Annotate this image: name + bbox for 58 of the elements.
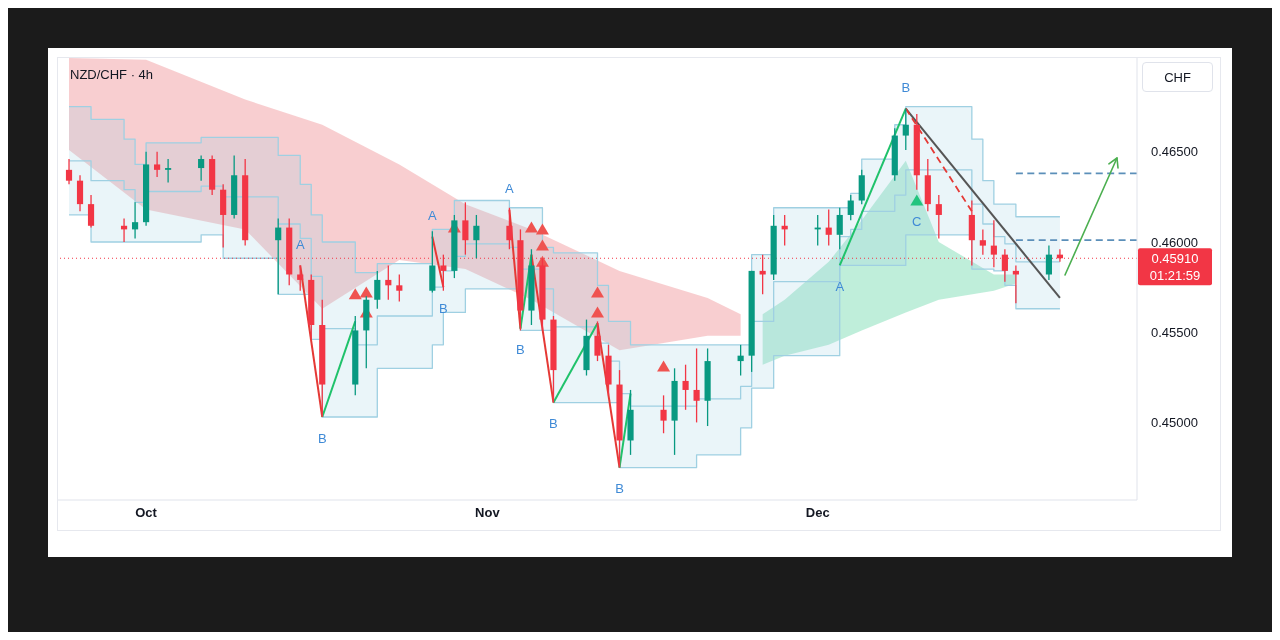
candlestick (847, 194, 854, 222)
annotation: B (901, 80, 911, 96)
annotation: B (516, 342, 525, 358)
candlestick (462, 201, 469, 256)
candlestick (594, 320, 601, 362)
point (348, 288, 362, 300)
annotation: A (505, 181, 515, 197)
annotation: B (549, 416, 558, 432)
point (535, 239, 549, 251)
candlestick (825, 208, 832, 247)
candlestick (1045, 244, 1052, 281)
point (591, 306, 604, 318)
candlestick (374, 270, 381, 310)
candlestick (682, 364, 689, 411)
point (591, 286, 604, 298)
y-axis-title: CHF (1142, 62, 1213, 92)
candlestick (385, 264, 392, 301)
y-tick-label: 0.46000 (1151, 234, 1198, 250)
y-tick-label: 0.45500 (1151, 324, 1198, 340)
candlestick (902, 107, 909, 151)
text: NZD/CHF · 4h (70, 67, 154, 82)
candlestick (154, 151, 161, 178)
point (524, 221, 538, 233)
point (535, 223, 549, 235)
candlestick (935, 194, 942, 240)
candlestick (473, 214, 480, 259)
candlestick (65, 158, 73, 185)
annotation: A (295, 236, 305, 252)
candlestick (693, 347, 700, 424)
point (910, 194, 924, 206)
candlestick (275, 217, 282, 295)
candlestick (165, 158, 172, 184)
x-tick-label: Nov (475, 505, 501, 521)
point (657, 360, 671, 372)
candlestick (76, 174, 84, 212)
y-tick-label: 0.45000 (1151, 415, 1198, 431)
text: 01:21:59 (1149, 267, 1201, 283)
candlestick (87, 194, 95, 229)
candlestick (198, 154, 205, 182)
x-tick-label: Dec (805, 505, 830, 521)
annotation: C (912, 214, 922, 230)
annotation: A (428, 208, 438, 224)
candlestick (506, 207, 513, 250)
candlestick (836, 207, 843, 250)
y-tick-label: 0.46500 (1151, 144, 1198, 160)
annotation: A (835, 278, 845, 294)
point (359, 286, 373, 298)
ref-line-label: 0.45910 (1151, 250, 1199, 266)
candlestick (737, 344, 744, 377)
candlestick (131, 201, 139, 240)
annotation: B (615, 481, 624, 497)
candlestick (660, 394, 667, 434)
candlestick (979, 228, 986, 256)
candlestick (396, 273, 403, 303)
x-tick-label: Oct (135, 505, 158, 521)
candlestick (297, 264, 304, 292)
annotation: B (439, 300, 448, 316)
annotation: B (317, 430, 327, 446)
